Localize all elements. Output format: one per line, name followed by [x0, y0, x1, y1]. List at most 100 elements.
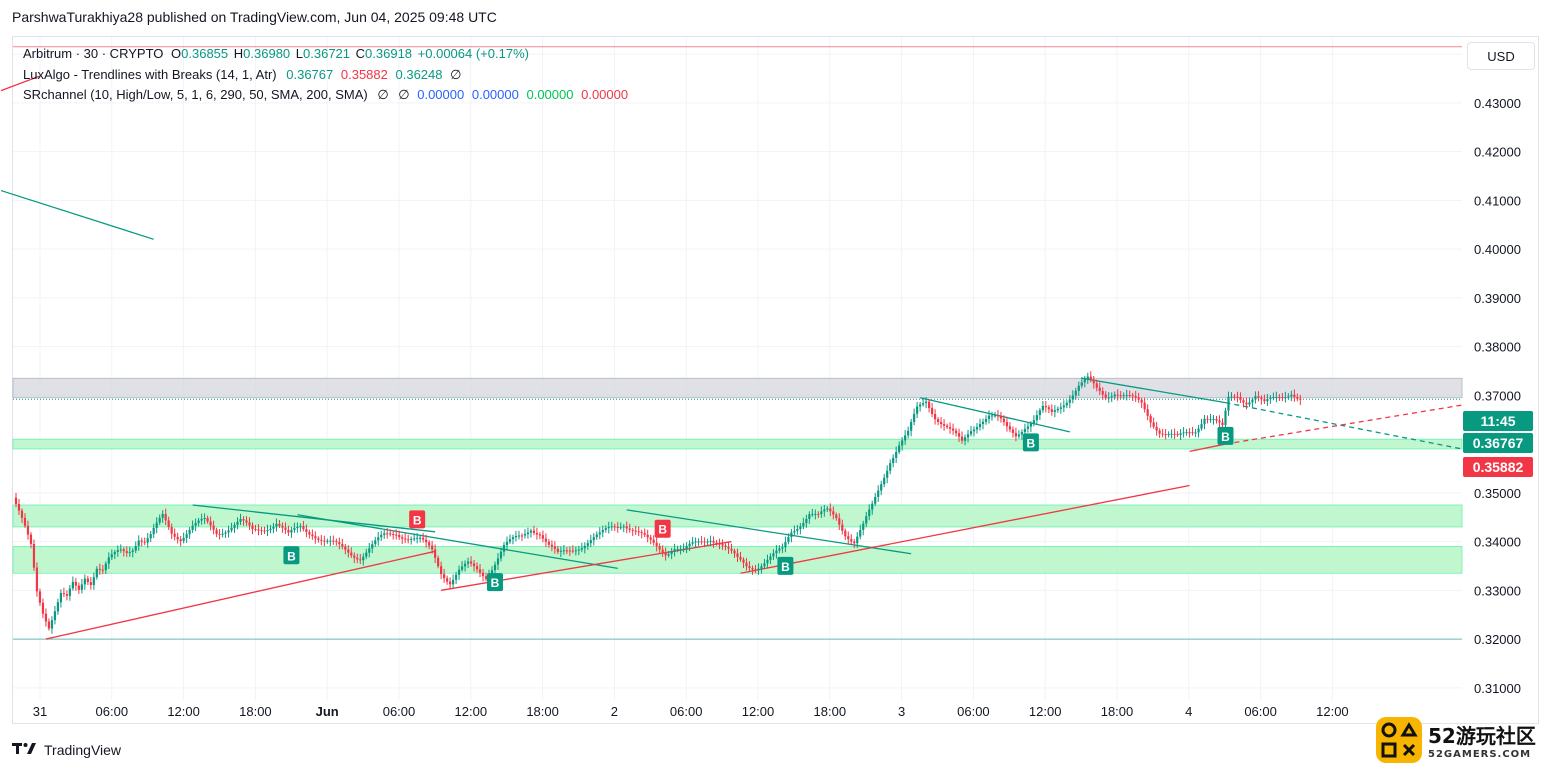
- candle-body[interactable]: [113, 551, 116, 555]
- candle-body[interactable]: [951, 428, 955, 431]
- candle-body[interactable]: [972, 429, 976, 432]
- candle-body[interactable]: [901, 440, 904, 446]
- candle-body[interactable]: [688, 543, 691, 546]
- candle-body[interactable]: [799, 526, 802, 529]
- candle-body[interactable]: [553, 546, 556, 549]
- candle-body[interactable]: [844, 530, 847, 537]
- candle-body[interactable]: [1179, 433, 1182, 435]
- candle-body[interactable]: [428, 542, 431, 546]
- candle-body[interactable]: [999, 415, 1003, 419]
- bullish-break-signal[interactable]: B: [283, 546, 300, 565]
- candle-body[interactable]: [1101, 391, 1104, 395]
- candle-body[interactable]: [865, 516, 868, 524]
- candle-body[interactable]: [401, 537, 404, 539]
- candle-body[interactable]: [446, 578, 449, 582]
- candle-body[interactable]: [83, 578, 86, 585]
- candle-body[interactable]: [796, 528, 799, 531]
- candle-body[interactable]: [1227, 396, 1230, 411]
- candle-body[interactable]: [398, 534, 401, 538]
- candle-body[interactable]: [748, 566, 751, 569]
- candle-body[interactable]: [1218, 420, 1221, 423]
- candle-body[interactable]: [646, 534, 649, 538]
- candle-body[interactable]: [514, 535, 518, 538]
- candle-body[interactable]: [137, 540, 140, 546]
- candle-body[interactable]: [628, 528, 631, 530]
- candle-body[interactable]: [1041, 405, 1044, 411]
- candle-body[interactable]: [520, 535, 524, 537]
- candle-body[interactable]: [457, 569, 461, 575]
- candle-body[interactable]: [802, 523, 805, 527]
- candle-body[interactable]: [260, 530, 263, 532]
- candle-body[interactable]: [1224, 410, 1227, 426]
- candle-body[interactable]: [155, 522, 158, 529]
- candle-body[interactable]: [1203, 418, 1206, 425]
- candle-body[interactable]: [928, 401, 931, 409]
- candle-body[interactable]: [356, 557, 359, 560]
- candle-body[interactable]: [419, 537, 422, 539]
- candle-body[interactable]: [95, 568, 98, 578]
- candle-body[interactable]: [380, 534, 383, 538]
- bullish-break-signal[interactable]: B: [777, 556, 794, 575]
- candle-body[interactable]: [437, 557, 440, 567]
- candle-body[interactable]: [1032, 420, 1035, 424]
- candle-body[interactable]: [454, 574, 458, 580]
- candle-body[interactable]: [814, 513, 817, 515]
- candle-body[interactable]: [122, 549, 125, 552]
- candle-body[interactable]: [610, 526, 613, 528]
- candle-body[interactable]: [143, 541, 146, 543]
- candle-body[interactable]: [637, 531, 640, 533]
- candle-body[interactable]: [1233, 396, 1236, 398]
- candle-body[interactable]: [703, 541, 706, 543]
- candle-body[interactable]: [556, 548, 559, 552]
- candle-body[interactable]: [535, 532, 539, 535]
- candle-body[interactable]: [868, 509, 871, 517]
- candle-body[interactable]: [652, 539, 655, 543]
- candle-body[interactable]: [1254, 396, 1257, 400]
- candle-body[interactable]: [1050, 409, 1053, 412]
- candle-body[interactable]: [386, 533, 389, 535]
- candle-body[interactable]: [493, 564, 497, 571]
- candle-body[interactable]: [125, 551, 128, 553]
- candle-body[interactable]: [317, 538, 320, 540]
- candle-body[interactable]: [269, 528, 272, 531]
- candle-body[interactable]: [203, 518, 206, 520]
- candle-body[interactable]: [760, 566, 763, 569]
- candle-body[interactable]: [41, 602, 45, 614]
- candle-body[interactable]: [475, 566, 479, 570]
- candle-body[interactable]: [832, 511, 835, 515]
- candle-body[interactable]: [221, 533, 224, 535]
- candle-body[interactable]: [74, 581, 77, 586]
- candle-body[interactable]: [32, 543, 36, 568]
- candle-body[interactable]: [1149, 415, 1152, 423]
- candle-body[interactable]: [1020, 432, 1024, 435]
- candle-body[interactable]: [224, 532, 227, 534]
- candle-body[interactable]: [59, 593, 63, 603]
- candle-body[interactable]: [769, 556, 772, 560]
- candle-body[interactable]: [245, 520, 248, 523]
- candle-body[interactable]: [1299, 398, 1302, 400]
- candle-body[interactable]: [963, 437, 967, 441]
- candle-body[interactable]: [38, 591, 42, 603]
- candle-body[interactable]: [314, 536, 317, 539]
- candle-body[interactable]: [871, 503, 874, 510]
- candle-body[interactable]: [257, 529, 260, 531]
- candle-body[interactable]: [299, 526, 302, 528]
- candle-body[interactable]: [1071, 395, 1074, 400]
- candle-body[interactable]: [443, 574, 446, 579]
- candle-body[interactable]: [1074, 390, 1077, 396]
- candle-body[interactable]: [757, 568, 760, 571]
- candle-body[interactable]: [889, 463, 892, 471]
- candle-body[interactable]: [1176, 434, 1179, 436]
- candle-body[interactable]: [886, 470, 889, 478]
- candle-body[interactable]: [185, 534, 188, 538]
- candle-body[interactable]: [176, 536, 179, 540]
- candle-body[interactable]: [784, 541, 787, 548]
- candle-body[interactable]: [604, 528, 607, 530]
- candle-body[interactable]: [191, 525, 194, 531]
- candle-body[interactable]: [727, 546, 730, 549]
- candle-body[interactable]: [248, 522, 251, 526]
- candle-body[interactable]: [981, 421, 985, 425]
- candle-body[interactable]: [323, 540, 326, 542]
- candle-body[interactable]: [930, 408, 934, 415]
- candle-body[interactable]: [682, 548, 685, 550]
